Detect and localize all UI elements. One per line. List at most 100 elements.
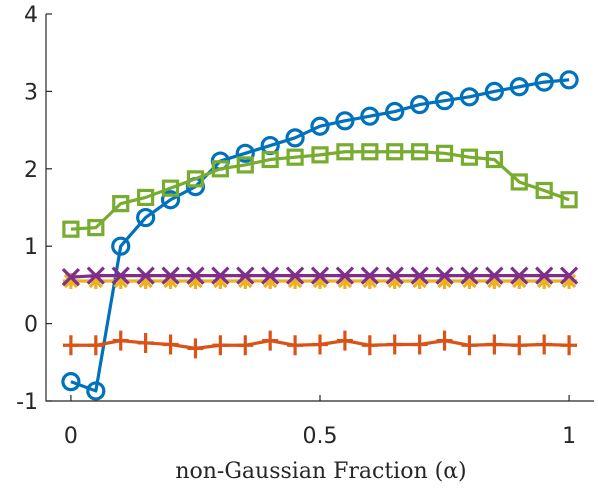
data-point-star (87, 273, 104, 290)
data-point-plus (511, 335, 528, 356)
data-point-circle (111, 236, 131, 256)
data-point-square (435, 144, 454, 162)
data-point-circle (385, 101, 405, 122)
data-point-star (561, 273, 578, 290)
data-point-x (61, 268, 81, 287)
data-point-circle (509, 77, 529, 97)
data-point-circle (86, 381, 106, 401)
data-point-x (211, 266, 230, 285)
data-point-square (460, 148, 479, 166)
data-point-star (511, 273, 528, 290)
data-point-plus (137, 332, 154, 353)
data-point-x (186, 266, 205, 285)
data-point-square (411, 143, 429, 161)
data-point-circle (484, 81, 504, 102)
data-point-circle (410, 94, 430, 115)
data-point-x (510, 266, 529, 285)
data-point-circle (285, 128, 305, 148)
data-point-circle (160, 190, 181, 210)
data-point-square (236, 156, 254, 174)
data-point-star (461, 273, 478, 290)
x-tick-label: 0.5 (303, 424, 338, 449)
data-point-plus (436, 330, 453, 351)
y-tick-label: 0 (24, 313, 38, 338)
y-tick-label: 2 (24, 158, 38, 183)
data-point-star (336, 273, 353, 290)
data-point-circle (534, 72, 554, 92)
data-point-square (62, 220, 80, 238)
data-point-square (261, 150, 279, 169)
data-point-star (386, 273, 403, 290)
data-point-x (435, 266, 454, 285)
series-x (61, 266, 579, 287)
data-point-square (186, 170, 205, 188)
axes (45, 13, 594, 402)
data-point-x (285, 266, 305, 285)
data-point-circle (335, 111, 355, 131)
data-point-circle (310, 116, 330, 136)
data-point-plus (486, 334, 503, 355)
data-point-plus (561, 335, 578, 356)
data-point-plus (312, 334, 328, 355)
data-point-plus (411, 334, 428, 355)
data-point-star (62, 273, 79, 290)
data-point-circle (459, 87, 480, 107)
data-point-x (485, 266, 504, 285)
series-plus (62, 330, 578, 359)
data-point-x (385, 266, 404, 285)
x-axis-label: non-Gaussian Fraction (α) (175, 459, 466, 484)
data-point-star (486, 273, 503, 290)
data-point-star (237, 273, 254, 290)
series-layer (61, 70, 579, 401)
data-point-circle (235, 143, 255, 163)
data-point-star (162, 273, 179, 290)
series-star (62, 273, 578, 290)
data-point-plus (386, 334, 403, 355)
data-point-square (386, 143, 404, 161)
data-point-x (460, 266, 479, 285)
data-point-square (286, 148, 304, 166)
data-point-x (310, 266, 330, 285)
data-point-circle (559, 70, 579, 90)
data-point-star (312, 273, 328, 290)
data-point-plus (62, 335, 79, 356)
y-tick-label: 1 (24, 235, 38, 260)
data-point-x (236, 266, 255, 285)
data-point-x (335, 266, 355, 285)
data-point-plus (287, 335, 304, 356)
data-point-square (560, 191, 578, 209)
data-point-x (86, 266, 105, 285)
data-point-star (536, 273, 553, 290)
data-point-circle (434, 91, 455, 111)
x-tick-label: 0 (64, 424, 78, 449)
y-tick-label: 4 (24, 3, 38, 28)
data-point-square (137, 188, 155, 207)
data-point-star (212, 273, 229, 290)
data-point-square (87, 219, 105, 237)
data-point-square (535, 181, 553, 200)
data-point-x (111, 266, 130, 285)
data-point-square (311, 146, 329, 164)
data-point-plus (237, 335, 254, 356)
data-point-square (336, 143, 354, 161)
data-point-plus (536, 334, 553, 355)
data-point-plus (262, 330, 279, 351)
data-point-star (262, 273, 279, 290)
data-point-plus (87, 335, 104, 356)
data-point-x (410, 266, 429, 285)
data-point-plus (112, 330, 129, 351)
tick-labels: -1 0 1 2 3 4 0 0.5 1 (16, 3, 576, 449)
data-point-x (261, 266, 280, 285)
data-point-plus (212, 335, 229, 356)
data-point-plus (187, 338, 204, 359)
data-point-star (361, 273, 378, 290)
data-point-star (187, 273, 204, 290)
data-point-x (559, 266, 579, 285)
data-point-square (361, 143, 379, 161)
data-point-plus (361, 335, 378, 356)
data-point-square (510, 173, 528, 191)
x-tick-label: 1 (562, 424, 576, 449)
data-point-star (287, 273, 304, 290)
data-point-star (411, 273, 428, 290)
